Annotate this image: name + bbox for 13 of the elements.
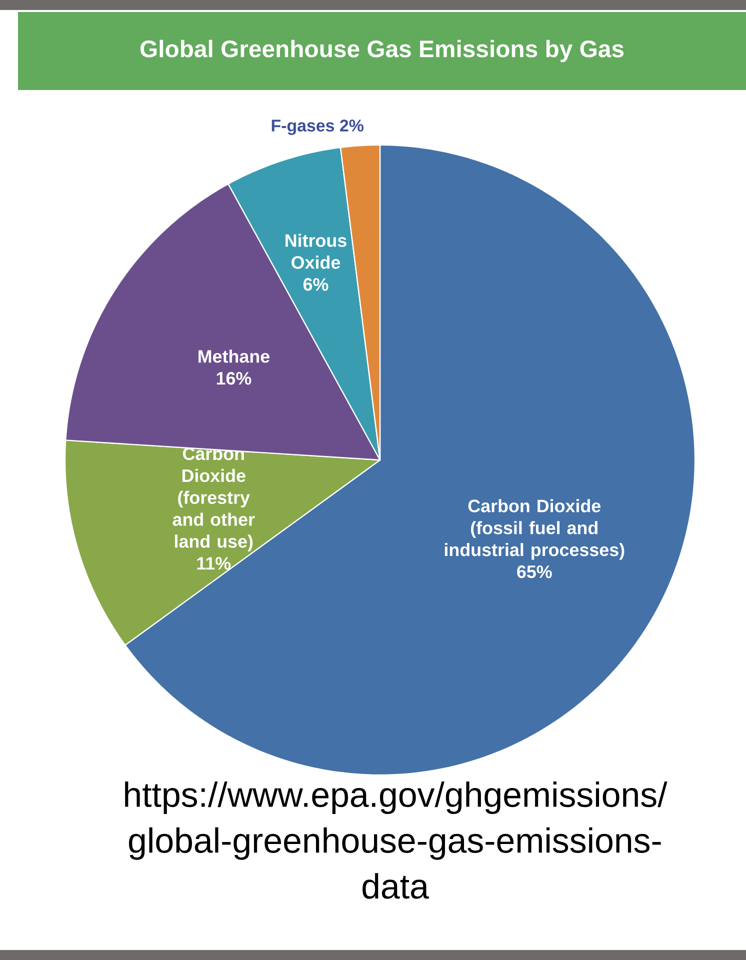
- slice-label: F-gases: [272, 120, 334, 136]
- data-label: 11%: [197, 557, 231, 570]
- text: global-greenhouse-gas-emissions-: [129, 827, 661, 860]
- data-label: 6%: [303, 278, 328, 291]
- data-label: 65%: [517, 565, 552, 578]
- data-label: 16%: [216, 372, 252, 385]
- slice-label: Methane: [198, 350, 270, 363]
- data-label: 2%: [340, 120, 364, 132]
- chart-title: Global Greenhouse Gas Emissions by Gas: [140, 40, 624, 62]
- slice-label: Nitrous Oxide: [286, 234, 346, 269]
- text: https://www.epa.gov/ghgemissions/: [125, 782, 668, 814]
- text: data: [362, 873, 429, 899]
- slice-label: Carbon Dioxide (fossil fuel and industrial processes): [444, 499, 624, 560]
